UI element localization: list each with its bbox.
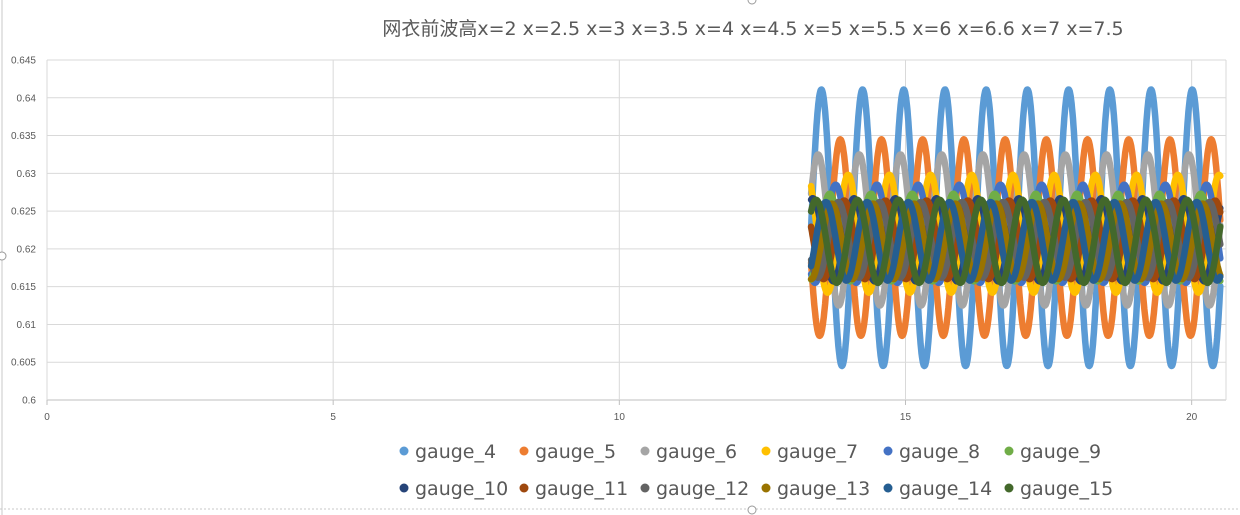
legend-entry[interactable]: gauge_13 — [761, 478, 871, 500]
legend-marker — [883, 483, 893, 493]
legend-entry[interactable]: gauge_7 — [761, 441, 859, 463]
y-tick-label: 0.63 — [17, 169, 37, 180]
x-tick-label: 20 — [1186, 412, 1198, 423]
legend-entry[interactable]: gauge_15 — [1004, 478, 1114, 500]
legend: gauge_4 gauge_5 gauge_6 gauge_7 gauge_8 gauge… — [399, 441, 1114, 500]
y-tick-label: 0.605 — [11, 358, 36, 369]
series-trace — [807, 196, 1224, 287]
legend-label: gauge_7 — [777, 441, 858, 463]
y-tick-label: 0.625 — [11, 207, 36, 218]
legend-marker — [640, 446, 650, 456]
legend-marker — [519, 446, 529, 456]
legend-marker — [399, 446, 409, 456]
legend-label: gauge_10 — [415, 478, 508, 500]
legend-label: gauge_11 — [535, 478, 628, 500]
frame-handle-bottom[interactable] — [747, 505, 757, 515]
legend-marker — [761, 483, 771, 493]
legend-marker — [1004, 446, 1014, 456]
legend-entry[interactable]: gauge_11 — [519, 478, 629, 500]
legend-marker — [883, 446, 893, 456]
legend-label: gauge_12 — [656, 478, 749, 500]
legend-label: gauge_4 — [415, 441, 496, 463]
legend-entry[interactable]: gauge_9 — [1004, 441, 1102, 463]
legend-entry[interactable]: gauge_6 — [640, 441, 738, 463]
legend-label: gauge_13 — [777, 478, 870, 500]
y-tick-label: 0.6 — [22, 396, 36, 407]
legend-marker — [640, 483, 650, 493]
legend-entry[interactable]: gauge_10 — [399, 478, 509, 500]
legend-entry[interactable]: gauge_8 — [883, 441, 981, 463]
x-tick-label: 15 — [900, 412, 912, 423]
legend-entry[interactable]: gauge_4 — [399, 441, 497, 463]
legend-label: gauge_9 — [1020, 441, 1101, 463]
y-tick-label: 0.635 — [11, 131, 36, 142]
x-tick-label: 0 — [44, 412, 50, 423]
legend-entry[interactable]: gauge_5 — [519, 441, 617, 463]
x-tick-label: 5 — [330, 412, 336, 423]
legend-entry[interactable]: gauge_14 — [883, 478, 993, 500]
series-trace — [807, 198, 1224, 281]
legend-marker — [399, 483, 409, 493]
legend-label: gauge_6 — [656, 441, 737, 463]
legend-entry[interactable]: gauge_12 — [640, 478, 750, 500]
frame-handle-left[interactable] — [0, 251, 7, 261]
legend-label: gauge_15 — [1020, 478, 1113, 500]
axes: 0.6 0.605 0.61 0.615 0.62 0.625 0.63 0.635 0.64 0… — [11, 56, 1198, 424]
legend-label: gauge_8 — [899, 441, 980, 463]
legend-marker — [1004, 483, 1014, 493]
y-tick-label: 0.64 — [17, 93, 37, 104]
y-tick-label: 0.645 — [11, 56, 36, 67]
y-tick-label: 0.615 — [11, 282, 36, 293]
legend-label: gauge_5 — [535, 441, 616, 463]
legend-label: gauge_14 — [899, 478, 992, 500]
chart-title: 网衣前波高x=2 x=2.5 x=3 x=3.5 x=4 x=4.5 x=5 x… — [382, 18, 1123, 40]
legend-marker — [519, 483, 529, 493]
plot-area — [807, 86, 1224, 370]
x-tick-label: 10 — [614, 412, 626, 423]
series-gauge-12 — [807, 198, 1224, 281]
frame-handle-top[interactable] — [747, 0, 757, 5]
y-tick-label: 0.62 — [17, 244, 37, 255]
series-gauge-15 — [807, 196, 1224, 287]
legend-marker — [761, 446, 771, 456]
y-tick-label: 0.61 — [17, 320, 37, 331]
